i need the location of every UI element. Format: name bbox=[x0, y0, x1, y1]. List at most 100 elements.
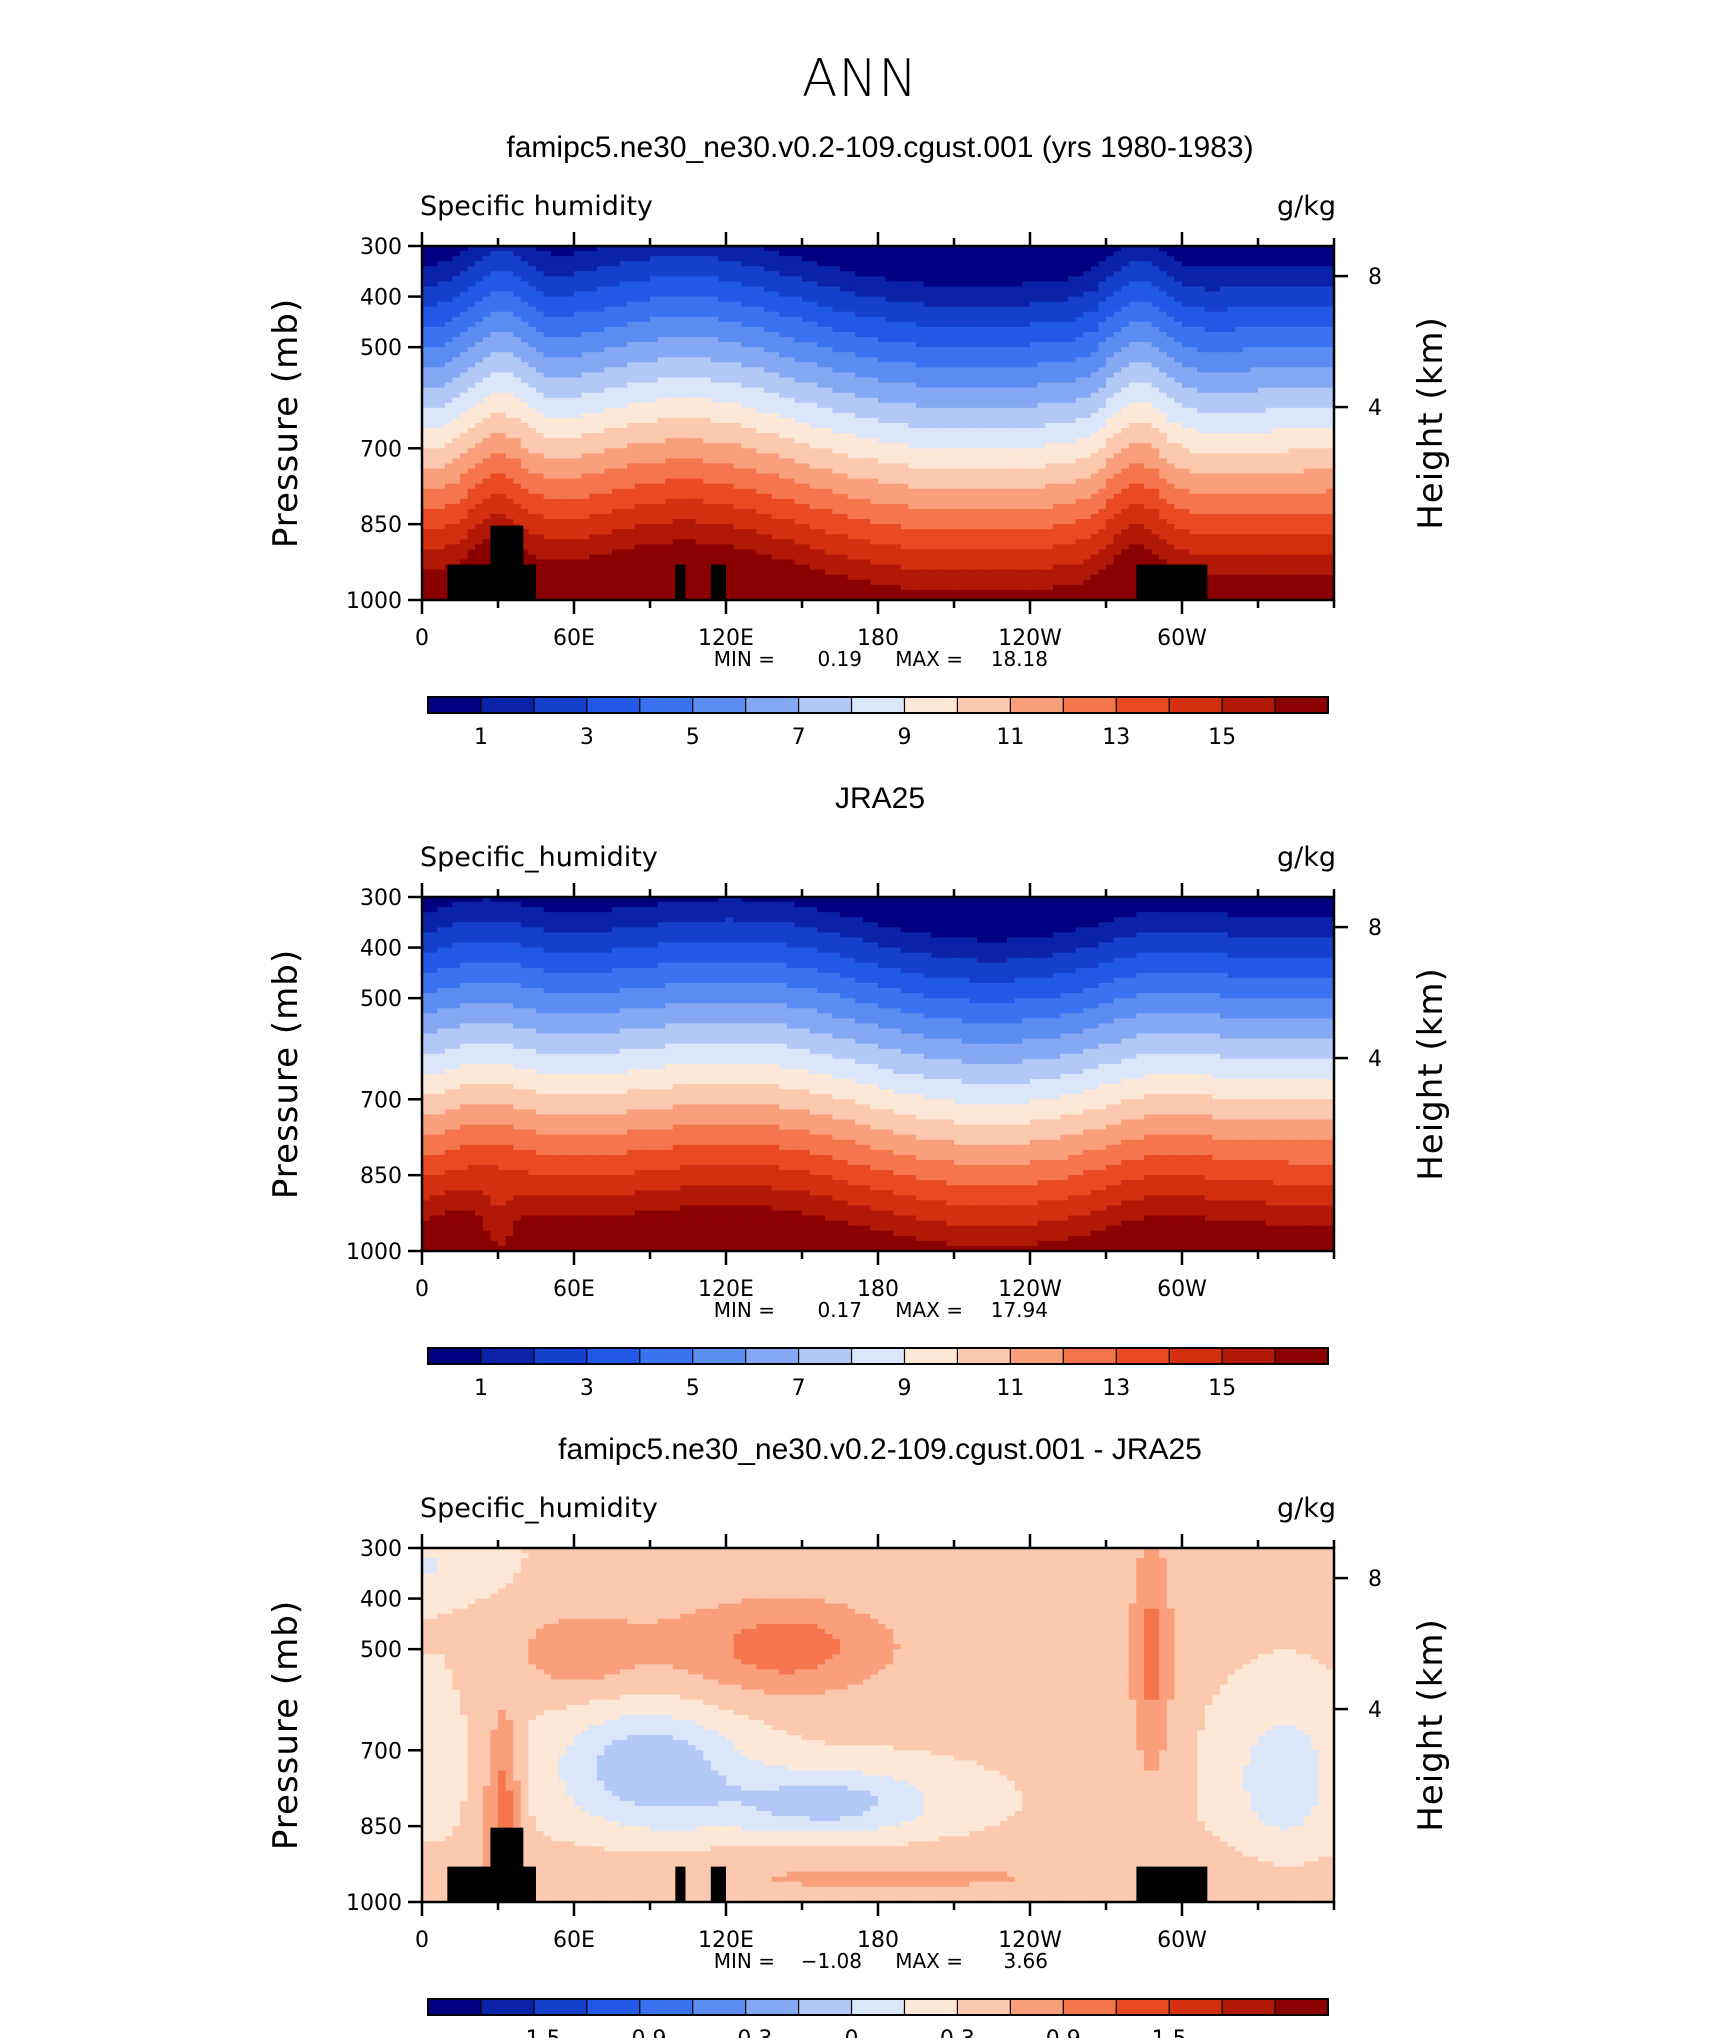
contour-cell bbox=[1281, 357, 1289, 363]
contour-cell bbox=[810, 393, 818, 399]
contour-cell bbox=[726, 388, 734, 394]
contour-cell bbox=[1243, 352, 1251, 358]
contour-cell bbox=[528, 393, 536, 399]
contour-cell bbox=[916, 433, 924, 439]
contour-cell bbox=[1205, 307, 1213, 313]
contour-cell bbox=[559, 372, 567, 378]
contour-cell bbox=[1121, 398, 1129, 404]
contour-cell bbox=[673, 302, 681, 308]
contour-cell bbox=[680, 251, 688, 257]
contour-cell bbox=[627, 438, 635, 444]
contour-cell bbox=[1190, 428, 1198, 434]
contour-cell bbox=[1281, 433, 1289, 439]
contour-cell bbox=[551, 377, 559, 383]
contour-cell bbox=[1114, 383, 1122, 389]
contour-cell bbox=[1038, 292, 1046, 298]
contour-cell bbox=[802, 266, 810, 272]
contour-cell bbox=[924, 327, 932, 333]
contour-cell bbox=[1319, 342, 1327, 348]
contour-cell bbox=[627, 332, 635, 338]
contour-cell bbox=[604, 413, 612, 419]
contour-cell bbox=[1038, 317, 1046, 323]
contour-cell bbox=[1106, 418, 1114, 424]
contour-cell bbox=[430, 347, 438, 353]
contour-cell bbox=[749, 413, 757, 419]
contour-cell bbox=[962, 443, 970, 449]
contour-cell bbox=[1152, 403, 1160, 409]
contour-cell bbox=[1068, 408, 1076, 414]
contour-cell bbox=[475, 322, 483, 328]
contour-cell bbox=[452, 362, 460, 368]
contour-cell bbox=[908, 393, 916, 399]
contour-cell bbox=[1144, 352, 1152, 358]
contour-cell bbox=[620, 307, 628, 313]
contour-cell bbox=[977, 342, 985, 348]
contour-cell bbox=[536, 423, 544, 429]
contour-cell bbox=[673, 347, 681, 353]
contour-cell bbox=[703, 383, 711, 389]
contour-cell bbox=[741, 281, 749, 287]
contour-cell bbox=[1136, 357, 1144, 363]
contour-cell bbox=[1144, 302, 1152, 308]
contour-cell bbox=[1007, 408, 1015, 414]
contour-cell bbox=[962, 418, 970, 424]
contour-cell bbox=[483, 377, 491, 383]
contour-cell bbox=[984, 342, 992, 348]
contour-cell bbox=[802, 327, 810, 333]
contour-cell bbox=[430, 438, 438, 444]
contour-cell bbox=[620, 322, 628, 328]
contour-cell bbox=[977, 403, 985, 409]
contour-cell bbox=[604, 443, 612, 449]
contour-cell bbox=[1098, 312, 1106, 318]
contour-cell bbox=[696, 261, 704, 267]
contour-cell bbox=[1266, 443, 1274, 449]
contour-cell bbox=[1068, 256, 1076, 262]
contour-cell bbox=[574, 372, 582, 378]
contour-cell bbox=[1167, 428, 1175, 434]
contour-cell bbox=[931, 281, 939, 287]
contour-cell bbox=[1022, 448, 1030, 454]
contour-cell bbox=[1121, 367, 1129, 373]
contour-cell bbox=[939, 372, 947, 378]
contour-cell bbox=[1228, 276, 1236, 282]
contour-cell bbox=[1091, 281, 1099, 287]
contour-cell bbox=[574, 266, 582, 272]
contour-cell bbox=[1098, 393, 1106, 399]
contour-cell bbox=[536, 398, 544, 404]
contour-cell bbox=[825, 357, 833, 363]
contour-cell bbox=[1136, 352, 1144, 358]
contour-cell bbox=[772, 286, 780, 292]
contour-cell bbox=[1060, 377, 1068, 383]
contour-cell bbox=[1250, 443, 1258, 449]
contour-cell bbox=[544, 423, 552, 429]
contour-cell bbox=[794, 357, 802, 363]
contour-cell bbox=[582, 388, 590, 394]
contour-cell bbox=[559, 408, 567, 414]
contour-cell bbox=[726, 413, 734, 419]
contour-cell bbox=[582, 292, 590, 298]
contour-cell bbox=[506, 271, 514, 277]
contour-cell bbox=[810, 256, 818, 262]
contour-cell bbox=[946, 433, 954, 439]
contour-cell bbox=[832, 433, 840, 439]
contour-cell bbox=[468, 433, 476, 439]
contour-cell bbox=[886, 261, 894, 267]
contour-cell bbox=[1000, 322, 1008, 328]
contour-cell bbox=[908, 281, 916, 287]
contour-cell bbox=[1144, 433, 1152, 439]
contour-cell bbox=[984, 413, 992, 419]
contour-cell bbox=[1281, 443, 1289, 449]
contour-cell bbox=[1045, 413, 1053, 419]
contour-cell bbox=[772, 281, 780, 287]
contour-cell bbox=[1076, 307, 1084, 313]
contour-cell bbox=[688, 403, 696, 409]
contour-cell bbox=[1030, 322, 1038, 328]
contour-cell bbox=[870, 286, 878, 292]
contour-cell bbox=[437, 377, 445, 383]
contour-cell bbox=[1000, 256, 1008, 262]
contour-cell bbox=[703, 317, 711, 323]
contour-cell bbox=[1205, 383, 1213, 389]
contour-cell bbox=[544, 327, 552, 333]
contour-cell bbox=[506, 453, 514, 459]
contour-cell bbox=[1144, 286, 1152, 292]
